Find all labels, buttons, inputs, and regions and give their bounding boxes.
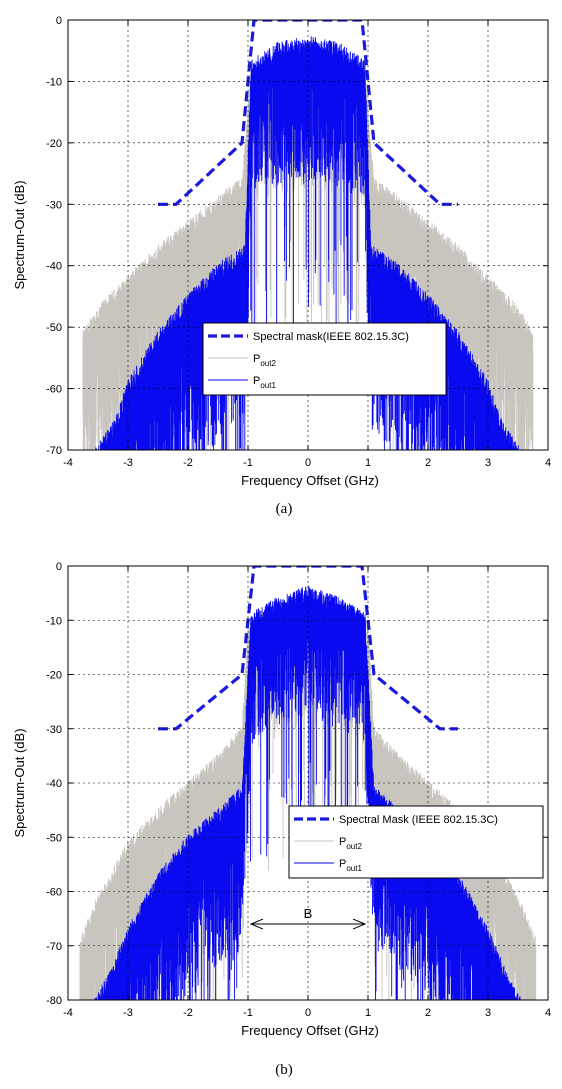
- x-tick-label: 4: [545, 457, 551, 469]
- x-tick-label: -4: [63, 457, 73, 469]
- bandwidth-label: B: [304, 906, 313, 921]
- y-tick-label: -20: [46, 670, 62, 682]
- y-tick-label: -40: [46, 261, 62, 273]
- y-tick-label: -30: [46, 199, 62, 211]
- y-tick-label: -60: [46, 384, 62, 396]
- x-tick-label: 2: [425, 457, 431, 469]
- legend-label-mask: Spectral mask(IEEE 802.15.3C): [253, 331, 409, 343]
- y-tick-label: -50: [46, 832, 62, 844]
- series-mask-line: [158, 20, 458, 206]
- y-tick-label: -30: [46, 724, 62, 736]
- chart-a: -4 -3 -2 -1 0 1 2 3 40-10-20-30-40-50-60-70Frequ…: [12, 15, 551, 517]
- x-tick-label: 3: [485, 1007, 491, 1019]
- y-axis-label: Spectrum-Out (dB): [12, 180, 27, 289]
- x-tick-label: -4: [63, 1007, 73, 1019]
- y-tick-label: 0: [56, 15, 62, 27]
- x-tick-label: -1: [243, 1007, 253, 1019]
- tick-labels: -4 -3 -2 -1 0 1 2 3 40-10-20-30-40-50-60-70-80: [46, 561, 551, 1019]
- grid: [68, 566, 548, 1000]
- y-tick-label: -50: [46, 322, 62, 334]
- plot-data: [82, 20, 534, 450]
- x-tick-label: 2: [425, 1007, 431, 1019]
- chart-b: B-4 -3 -2 -1 0 1 2 3 40-10-20-30-40-50-60-70-80F…: [12, 561, 551, 1078]
- figure-caption: (b): [275, 1062, 293, 1078]
- x-tick-label: 1: [365, 1007, 371, 1019]
- series-mask-line: [158, 566, 458, 731]
- y-tick-label: 0: [56, 561, 62, 573]
- figure-caption: (a): [276, 501, 293, 517]
- y-tick-label: -60: [46, 887, 62, 899]
- arrow-head-right: [352, 918, 367, 930]
- legend-box: [288, 805, 544, 879]
- x-axis-label: Frequency Offset (GHz): [241, 1023, 379, 1038]
- x-tick-label: 1: [365, 457, 371, 469]
- x-tick-label: 0: [305, 1007, 311, 1019]
- x-tick-label: -3: [123, 1007, 133, 1019]
- bandwidth-annotation: B: [249, 906, 367, 930]
- x-axis-label: Frequency Offset (GHz): [241, 473, 379, 488]
- x-tick-label: -3: [123, 457, 133, 469]
- y-tick-label: -20: [46, 138, 62, 150]
- x-tick-label: -1: [243, 457, 253, 469]
- y-tick-label: -70: [46, 445, 62, 457]
- tick-labels: -4 -3 -2 -1 0 1 2 3 40-10-20-30-40-50-60-70: [46, 15, 551, 469]
- legend-box: [202, 322, 447, 396]
- legend-label-mask: Spectral Mask (IEEE 802.15.3C): [339, 814, 498, 826]
- x-tick-label: -2: [183, 457, 193, 469]
- y-tick-label: -10: [46, 615, 62, 627]
- x-tick-label: -2: [183, 1007, 193, 1019]
- y-tick-label: -80: [46, 995, 62, 1007]
- y-axis-label: Spectrum-Out (dB): [12, 728, 27, 837]
- y-tick-label: -70: [46, 941, 62, 953]
- x-tick-label: 0: [305, 457, 311, 469]
- x-tick-label: 3: [485, 457, 491, 469]
- y-tick-label: -10: [46, 76, 62, 88]
- arrow-head-left: [249, 918, 264, 930]
- y-tick-label: -40: [46, 778, 62, 790]
- x-tick-label: 4: [545, 1007, 551, 1019]
